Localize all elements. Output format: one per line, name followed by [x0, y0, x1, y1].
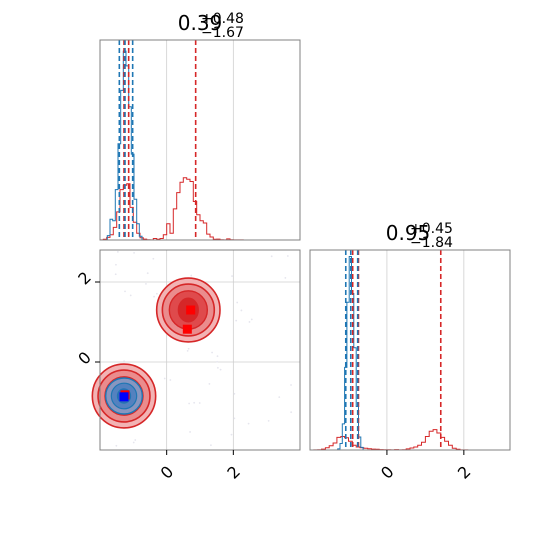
panel-title-top-left: 0.39: [178, 11, 223, 35]
sample-point: [208, 383, 211, 385]
red-square-marker: [182, 324, 192, 334]
sample-point: [278, 396, 281, 399]
histogram-step-series-1: [335, 256, 366, 451]
panel-title-top-left-upper: +0.48: [201, 11, 244, 27]
sample-point: [248, 321, 251, 323]
sample-point: [233, 417, 236, 420]
sample-point: [198, 402, 201, 404]
sample-point: [231, 275, 233, 277]
sample-point: [233, 392, 236, 395]
x-tick-label: 0: [157, 462, 178, 483]
sample-point: [189, 431, 191, 433]
sample-point: [189, 361, 192, 364]
sample-point: [186, 349, 189, 352]
histogram-step-series-0: [313, 429, 469, 451]
sample-point: [153, 295, 155, 298]
sample-point: [236, 301, 239, 304]
sample-point: [114, 273, 117, 276]
panel-title-bottom-right-upper: +0.45: [410, 221, 453, 237]
sample-point: [124, 290, 126, 293]
sample-point: [163, 377, 166, 380]
blue-square-marker: [119, 392, 129, 402]
histogram-step-series-0: [99, 177, 244, 241]
sample-point: [133, 251, 135, 254]
sample-point: [270, 255, 273, 258]
sample-point: [187, 347, 190, 350]
panel-title-bottom-right: 0.95: [386, 221, 431, 245]
sample-point: [284, 277, 287, 279]
sample-point: [247, 422, 250, 425]
sample-point: [169, 379, 172, 381]
sample-point: [235, 319, 238, 322]
sample-point: [210, 444, 212, 447]
sample-point: [146, 272, 149, 275]
sample-point: [219, 368, 222, 371]
sample-point: [115, 444, 118, 447]
sample-point: [290, 384, 292, 386]
sample-point: [216, 360, 219, 363]
panel-bottom-right: 0.95 +0.45 −1.84 0 2: [309, 221, 511, 483]
sample-point: [216, 366, 219, 369]
x-tick-label: 0: [377, 462, 398, 483]
sample-point: [267, 419, 270, 422]
sample-point: [134, 439, 137, 441]
sample-point: [145, 282, 147, 285]
panel-top-left: 0.39 +0.48 −1.67: [99, 11, 301, 241]
x-tick-label: 2: [223, 462, 244, 483]
x-tick-label: 2: [454, 462, 475, 483]
sample-point: [190, 274, 193, 277]
sample-point: [129, 294, 132, 297]
sample-point: [216, 355, 219, 358]
panel-bottom-left: 0 2 0 2: [74, 249, 301, 483]
panel-title-bottom-right-lower: −1.84: [410, 235, 453, 251]
panel-frame-top-left: [99, 39, 301, 241]
sample-point: [152, 257, 155, 260]
sample-point: [250, 318, 253, 321]
sample-point: [116, 250, 119, 253]
sample-point: [193, 401, 196, 404]
sample-point: [240, 309, 243, 312]
sample-point: [132, 441, 135, 444]
sample-point: [115, 263, 117, 266]
panel-title-top-left-lower: −1.67: [201, 25, 244, 41]
sample-point: [188, 402, 191, 405]
panel-frame-bottom-right: [309, 249, 511, 451]
sample-point: [155, 292, 158, 295]
sample-point: [286, 255, 289, 257]
red-square-marker: [186, 305, 196, 315]
sample-point: [230, 433, 233, 436]
y-tick-label: 0: [74, 348, 95, 369]
sample-point: [211, 351, 213, 354]
panel-frame-bottom-left: [99, 249, 301, 451]
y-tick-label: 2: [74, 268, 95, 289]
sample-point: [123, 360, 126, 363]
sample-point: [290, 411, 293, 414]
